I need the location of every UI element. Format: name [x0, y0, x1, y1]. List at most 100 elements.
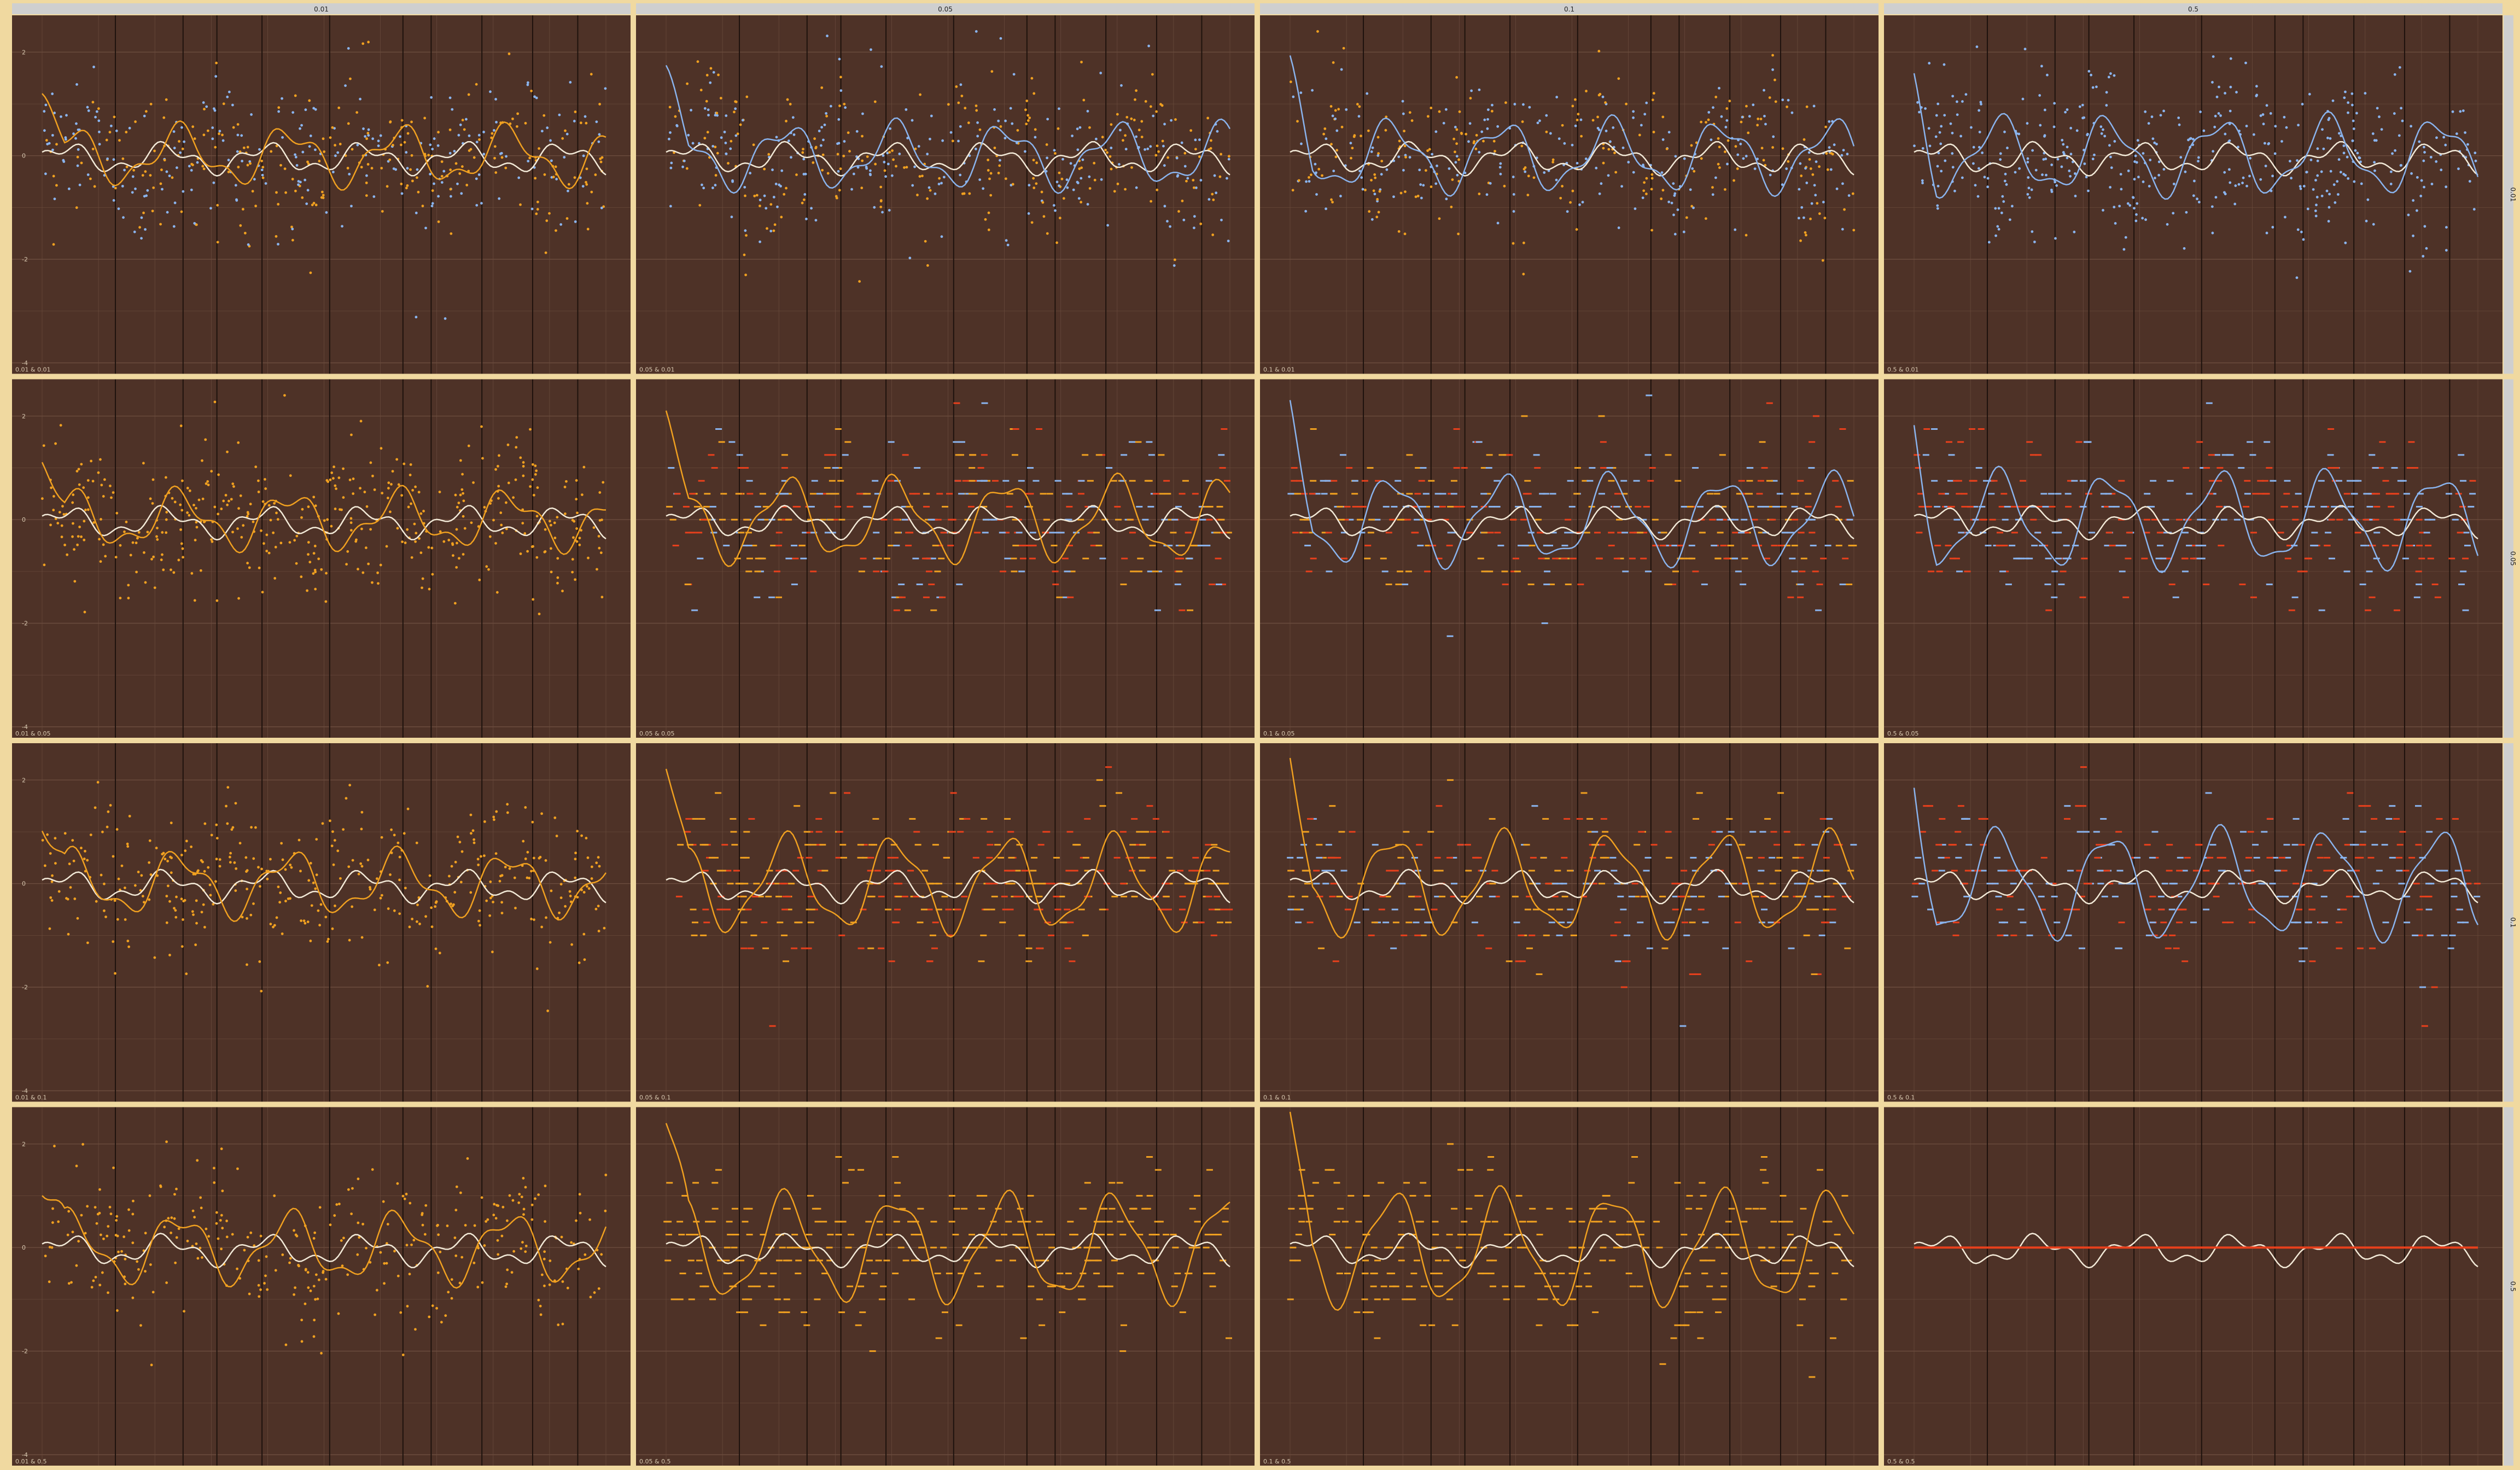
data-point	[1660, 197, 1663, 200]
data-point	[1781, 147, 1784, 150]
data-point	[1370, 150, 1373, 153]
data-point	[808, 908, 815, 911]
data-point	[1078, 167, 1081, 170]
data-point	[1167, 518, 1174, 521]
data-point	[402, 832, 406, 835]
data-point	[1967, 506, 1974, 508]
data-point	[1536, 973, 1543, 975]
data-point	[320, 190, 324, 194]
data-point	[597, 140, 600, 143]
data-point	[475, 141, 479, 144]
data-point	[918, 175, 921, 178]
data-point	[291, 238, 294, 242]
data-point	[957, 139, 960, 143]
data-point	[1336, 895, 1343, 897]
data-point	[1065, 178, 1069, 182]
data-point	[307, 541, 310, 544]
data-point	[1434, 895, 1441, 897]
data-point	[1517, 545, 1524, 547]
data-point	[1450, 206, 1453, 208]
data-point	[1292, 95, 1295, 98]
data-point	[1746, 480, 1753, 482]
data-point	[1931, 480, 1938, 482]
data-point	[1520, 518, 1527, 521]
data-point	[1084, 870, 1091, 872]
data-point	[1297, 179, 1300, 182]
data-point	[586, 856, 590, 859]
data-point	[1839, 584, 1846, 586]
data-point	[2429, 155, 2432, 159]
data-point	[916, 194, 919, 196]
data-point	[792, 557, 799, 559]
data-point	[326, 940, 329, 943]
data-point	[362, 127, 365, 130]
data-point	[339, 143, 342, 145]
data-point	[55, 143, 58, 146]
data-point	[1809, 167, 1812, 170]
data-point	[2263, 493, 2270, 495]
data-point	[309, 940, 312, 942]
data-point	[202, 101, 205, 104]
data-point	[2337, 158, 2341, 161]
data-point	[785, 186, 788, 190]
data-point	[229, 851, 232, 855]
data-point	[1978, 167, 1980, 170]
data-point	[2113, 74, 2116, 77]
data-point	[1561, 856, 1568, 859]
data-point	[305, 202, 308, 206]
data-point	[227, 170, 230, 173]
data-point	[884, 175, 887, 178]
data-point	[492, 901, 494, 903]
data-point	[1035, 161, 1039, 165]
data-point	[666, 506, 673, 508]
data-point	[1205, 480, 1212, 482]
data-point	[1494, 532, 1501, 534]
data-point	[1198, 921, 1205, 924]
data-point	[798, 545, 806, 547]
data-point	[1587, 831, 1594, 833]
data-point	[1797, 217, 1800, 220]
data-point	[1339, 195, 1342, 197]
data-point	[173, 147, 176, 150]
data-point	[1745, 104, 1748, 108]
data-point	[1983, 176, 1986, 179]
data-point	[1798, 188, 1801, 191]
data-point	[1287, 870, 1294, 872]
data-point	[1731, 518, 1739, 521]
data-point	[400, 494, 404, 497]
data-point	[1576, 118, 1579, 121]
data-point	[1351, 480, 1358, 482]
data-point	[590, 73, 593, 76]
data-point	[117, 877, 120, 880]
data-point	[2388, 506, 2395, 508]
data-point	[450, 232, 453, 235]
data-point	[314, 570, 317, 574]
data-point	[1975, 45, 1979, 48]
data-point	[1529, 545, 1536, 547]
data-point	[2119, 570, 2126, 573]
data-point	[504, 166, 508, 170]
data-point	[786, 98, 789, 101]
data-point	[1017, 545, 1024, 547]
data-point	[501, 532, 504, 534]
data-point	[768, 596, 775, 598]
data-point	[782, 493, 789, 495]
data-point	[162, 116, 166, 119]
data-point	[1211, 844, 1218, 846]
data-point	[372, 195, 376, 198]
data-point	[1751, 518, 1758, 521]
data-point	[1752, 895, 1759, 897]
data-point	[827, 518, 834, 521]
data-point	[1476, 895, 1483, 897]
data-point	[1551, 895, 1559, 897]
data-point	[993, 147, 996, 149]
data-point	[1026, 506, 1033, 508]
data-point	[1524, 166, 1527, 169]
data-point	[2207, 493, 2214, 495]
data-point	[2420, 179, 2423, 182]
data-point	[1120, 584, 1127, 586]
data-point	[1589, 856, 1596, 859]
data-point	[1321, 870, 1328, 872]
data-point	[350, 205, 353, 208]
data-point	[361, 571, 365, 574]
